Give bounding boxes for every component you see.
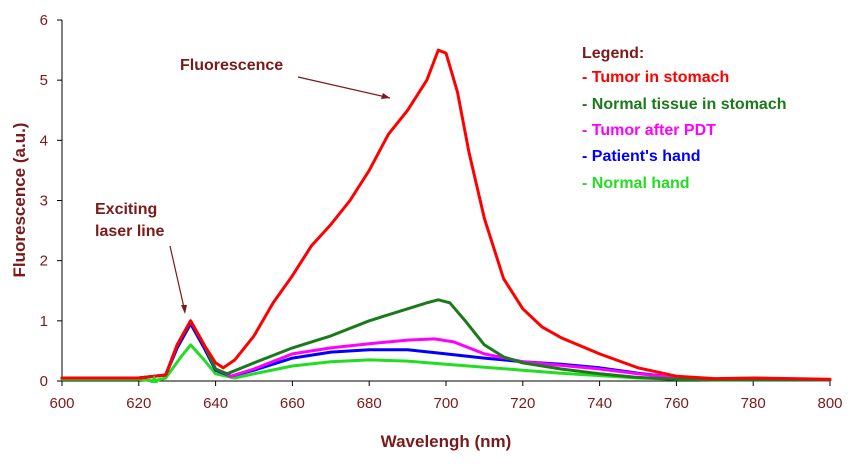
- series-line-tumor-in-stomach: [60, 48, 832, 381]
- series-lines: [60, 48, 832, 383]
- annotation-laser-line: laser line: [95, 223, 164, 240]
- legend-entry-normal-tissue-in-stomach: - Normal tissue in stomach: [582, 96, 787, 113]
- tick-labels: 600 620 640 660 680 700 720 740 760 780 800 0 1 2 3 4 5 6: [40, 12, 843, 412]
- annotation-laser-arrow: [169, 245, 186, 313]
- legend: Legend: - Tumor in stomach - Normal tiss…: [582, 45, 787, 192]
- annotation-fluorescence-arrow: [297, 76, 391, 99]
- y-tick-label: 3: [40, 193, 48, 210]
- annotation-fluorescence: Fluorescence: [180, 57, 283, 74]
- legend-entry-normal-hand: - Normal hand: [582, 175, 690, 192]
- annotation-laser-arrowhead: [181, 305, 187, 314]
- y-tick-label: 1: [40, 313, 48, 330]
- x-axis-title: Wavelengh (nm): [381, 432, 512, 451]
- annotation-exciting: Exciting: [95, 201, 157, 218]
- x-tick-label: 740: [587, 395, 612, 412]
- annotations: Fluorescence Exciting laser line: [95, 57, 391, 314]
- y-tick-label: 0: [40, 373, 48, 390]
- y-tick-label: 4: [40, 132, 48, 149]
- y-tick-label: 5: [40, 72, 48, 89]
- x-tick-label: 700: [433, 395, 458, 412]
- tick-marks: [57, 19, 831, 386]
- x-tick-label: 600: [49, 395, 74, 412]
- legend-title: Legend:: [582, 45, 644, 62]
- y-axis-title: Fluorescence (a.u.): [10, 123, 29, 278]
- legend-entry-tumor-after-pdt: - Tumor after PDT: [582, 122, 716, 139]
- legend-entry-tumor-in-stomach: - Tumor in stomach: [582, 69, 729, 86]
- x-tick-label: 640: [203, 395, 228, 412]
- series-line-patient-s-hand: [60, 322, 832, 382]
- x-tick-label: 720: [510, 395, 535, 412]
- y-tick-label: 6: [40, 12, 48, 29]
- annotation-fluorescence-arrowhead: [381, 93, 390, 99]
- x-tick-label: 780: [741, 395, 766, 412]
- legend-entry-patients-hand: - Patient's hand: [582, 148, 700, 165]
- x-tick-label: 620: [126, 395, 151, 412]
- y-tick-label: 2: [40, 253, 48, 270]
- x-tick-label: 760: [664, 395, 689, 412]
- x-tick-label: 680: [357, 395, 382, 412]
- normal-hand-dip-marker: [150, 375, 159, 383]
- x-tick-label: 660: [280, 395, 305, 412]
- x-tick-label: 800: [817, 395, 842, 412]
